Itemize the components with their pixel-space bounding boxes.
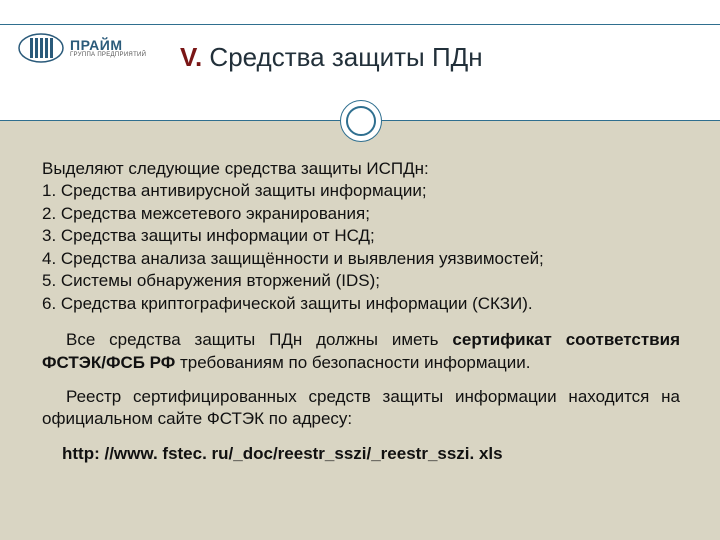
list-item: 4. Средства анализа защищённости и выявл…: [42, 248, 680, 270]
text: Все средства защиты ПДн должны иметь: [66, 330, 452, 349]
logo-text: ПРАЙМ ГРУППА ПРЕДПРИЯТИЙ: [70, 38, 146, 58]
paragraph-registry: Реестр сертифицированных средств защиты …: [42, 386, 680, 431]
title-roman: V.: [180, 42, 202, 72]
list-item: 5. Системы обнаружения вторжений (IDS);: [42, 270, 680, 292]
divider: [0, 24, 720, 25]
title-text: Средства защиты ПДн: [209, 42, 482, 72]
list-item: 3. Средства защиты информации от НСД;: [42, 225, 680, 247]
content: Выделяют следующие средства защиты ИСПДн…: [42, 158, 680, 465]
intro-text: Выделяют следующие средства защиты ИСПДн…: [42, 158, 680, 180]
list-item: 6. Средства криптографической защиты инф…: [42, 293, 680, 315]
url-text: http: //www. fstec. ru/_doc/reestr_sszi/…: [62, 443, 680, 465]
logo-subtitle: ГРУППА ПРЕДПРИЯТИЙ: [70, 52, 146, 58]
text: требованиям по безопасности информации.: [175, 353, 530, 372]
paragraph-certificate: Все средства защиты ПДн должны иметь сер…: [42, 329, 680, 374]
logo: ПРАЙМ ГРУППА ПРЕДПРИЯТИЙ: [18, 28, 146, 68]
ring-decoration: [340, 100, 382, 142]
list-item: 1. Средства антивирусной защиты информац…: [42, 180, 680, 202]
logo-icon: [18, 28, 64, 68]
slide: ПРАЙМ ГРУППА ПРЕДПРИЯТИЙ V. Средства защ…: [0, 0, 720, 540]
page-title: V. Средства защиты ПДн: [180, 42, 483, 73]
list: 1. Средства антивирусной защиты информац…: [42, 180, 680, 315]
list-item: 2. Средства межсетевого экранирования;: [42, 203, 680, 225]
logo-name: ПРАЙМ: [70, 38, 146, 52]
